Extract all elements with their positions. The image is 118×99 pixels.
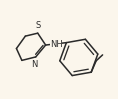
Text: N: N — [32, 60, 38, 69]
Text: S: S — [36, 21, 41, 30]
Text: NH: NH — [50, 40, 62, 49]
